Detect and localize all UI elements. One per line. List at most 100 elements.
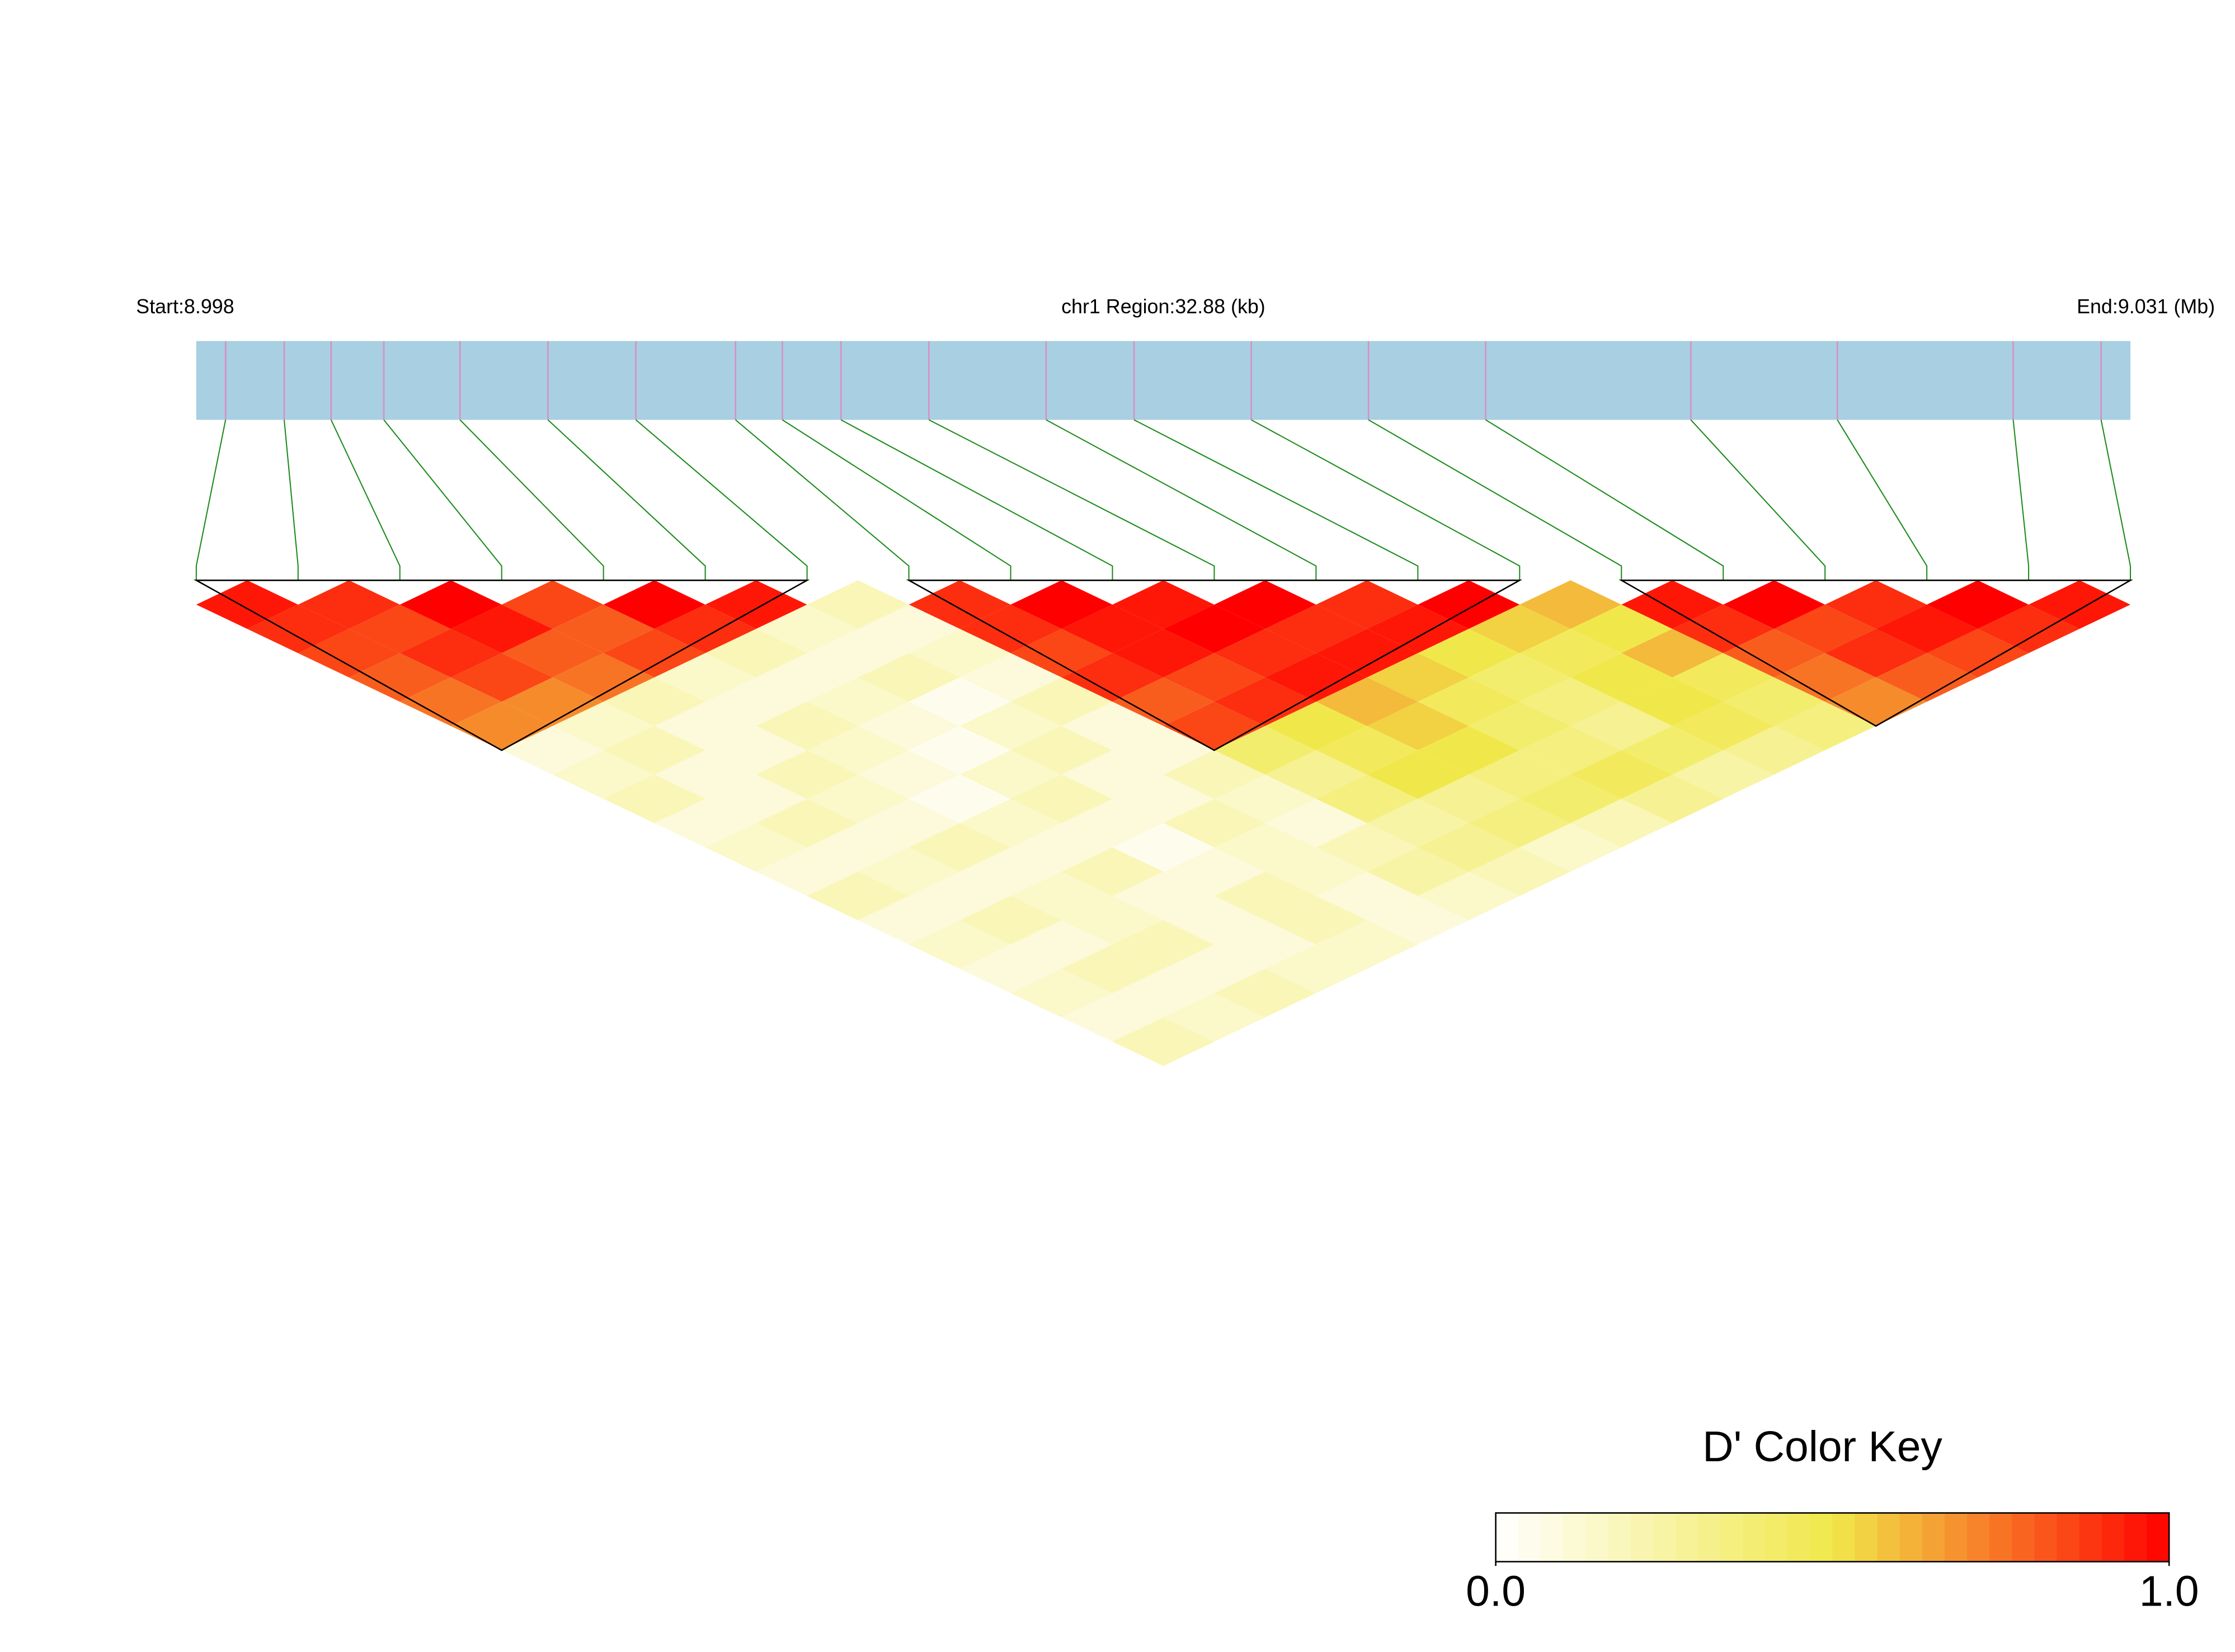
ld-cell bbox=[1723, 580, 1825, 629]
ld-cell bbox=[1163, 896, 1265, 945]
ld-cell bbox=[756, 847, 858, 896]
color-key-swatch bbox=[1855, 1513, 1878, 1562]
color-key-swatch bbox=[1720, 1513, 1743, 1562]
ld-cell bbox=[1010, 580, 1113, 629]
ld-cell bbox=[959, 896, 1062, 945]
ld-cell bbox=[1927, 629, 2029, 677]
ld-cell bbox=[1265, 750, 1367, 799]
ld-cell bbox=[1265, 604, 1367, 653]
ld-cell bbox=[1265, 702, 1367, 751]
color-key-swatch bbox=[1518, 1513, 1541, 1562]
marker-link bbox=[195, 420, 227, 581]
color-key-swatch bbox=[2147, 1513, 2170, 1562]
ld-cell bbox=[654, 604, 756, 653]
ld-cell bbox=[909, 823, 1011, 872]
color-key-swatch bbox=[1653, 1513, 1676, 1562]
marker-link bbox=[735, 419, 910, 581]
color-key-swatch bbox=[2101, 1513, 2125, 1562]
ld-cell bbox=[1061, 944, 1164, 994]
ld-cell bbox=[705, 580, 807, 629]
ld-cell bbox=[705, 677, 807, 726]
ld-cell bbox=[1265, 896, 1367, 945]
ld-cell bbox=[1112, 677, 1215, 726]
color-key-swatch bbox=[1810, 1513, 1833, 1562]
ld-cell bbox=[1061, 896, 1164, 945]
ld-cell bbox=[1010, 629, 1113, 677]
ld-cell bbox=[1367, 750, 1469, 799]
ld-cell bbox=[1265, 847, 1367, 896]
ld-cell bbox=[1672, 750, 1775, 799]
ld-cell bbox=[1010, 968, 1113, 1018]
ld-cell bbox=[807, 823, 909, 872]
ld-cell bbox=[1723, 629, 1825, 677]
ld-cell bbox=[1061, 702, 1164, 751]
ld-cell bbox=[1163, 798, 1265, 848]
ld-cell bbox=[1367, 896, 1469, 945]
marker-link bbox=[635, 419, 808, 581]
ld-cell bbox=[807, 677, 909, 726]
ld-cell bbox=[1214, 823, 1316, 872]
ld-cell bbox=[552, 702, 655, 751]
ld-cell bbox=[1316, 920, 1418, 969]
ld-cell bbox=[1112, 920, 1215, 969]
ld-cell bbox=[705, 629, 807, 677]
position-bar bbox=[196, 341, 2131, 420]
ld-cell bbox=[909, 580, 1011, 629]
ld-cell bbox=[1163, 847, 1265, 896]
ld-cell bbox=[1112, 726, 1215, 775]
ld-cell bbox=[1163, 944, 1265, 994]
ld-cell bbox=[1621, 774, 1724, 823]
color-key-frame bbox=[1495, 1512, 2170, 1562]
color-key-swatch bbox=[1608, 1513, 1631, 1562]
ld-cell bbox=[807, 629, 909, 677]
ld-cell bbox=[807, 580, 909, 629]
ld-cell bbox=[298, 580, 400, 629]
ld-cell bbox=[603, 580, 705, 629]
color-key-swatch bbox=[2079, 1513, 2102, 1562]
ld-cell bbox=[1163, 993, 1265, 1042]
marker-link bbox=[928, 419, 1215, 581]
ld-cell bbox=[1825, 580, 1927, 629]
ld-cell bbox=[807, 774, 909, 823]
ld-cell bbox=[858, 896, 960, 945]
ld-cell bbox=[1061, 847, 1164, 896]
ld-cell bbox=[247, 604, 349, 653]
color-key-swatch bbox=[1585, 1513, 1608, 1562]
ld-cell bbox=[1112, 580, 1215, 629]
color-key-swatch bbox=[1832, 1513, 1856, 1562]
ld-cell bbox=[1825, 629, 1927, 677]
ld-cell bbox=[1519, 823, 1622, 872]
marker-link bbox=[1485, 419, 1724, 581]
ld-cell bbox=[1418, 872, 1520, 921]
ld-cell bbox=[1163, 653, 1265, 702]
ld-cell bbox=[909, 629, 1011, 677]
ld-cell bbox=[807, 872, 909, 921]
marker-link bbox=[2012, 420, 2030, 581]
ld-cell bbox=[858, 750, 960, 799]
color-key-swatch bbox=[2057, 1513, 2080, 1562]
ld-cell bbox=[1061, 750, 1164, 799]
color-key-swatch bbox=[1922, 1513, 1945, 1562]
marker-link bbox=[2100, 420, 2132, 581]
ld-cell bbox=[858, 847, 960, 896]
ld-cell bbox=[1061, 798, 1164, 848]
ld-cell bbox=[1214, 872, 1316, 921]
ld-cell bbox=[756, 604, 858, 653]
ld-cell bbox=[1163, 604, 1265, 653]
color-key-swatch bbox=[1989, 1513, 2013, 1562]
ld-cell bbox=[1570, 798, 1673, 848]
ld-cell bbox=[1265, 653, 1367, 702]
ld-cell bbox=[1927, 580, 2029, 629]
ld-cell bbox=[858, 798, 960, 848]
ld-cell bbox=[858, 653, 960, 702]
ld-cell bbox=[1112, 629, 1215, 677]
ld-cell bbox=[1570, 750, 1673, 799]
ld-cell bbox=[1112, 774, 1215, 823]
ld-block bbox=[906, 580, 1523, 751]
ld-cell bbox=[399, 580, 502, 629]
ld-cell bbox=[1010, 774, 1113, 823]
ld-cell bbox=[1570, 702, 1673, 751]
ld-cell bbox=[1469, 702, 1571, 751]
ld-cell bbox=[1010, 677, 1113, 726]
